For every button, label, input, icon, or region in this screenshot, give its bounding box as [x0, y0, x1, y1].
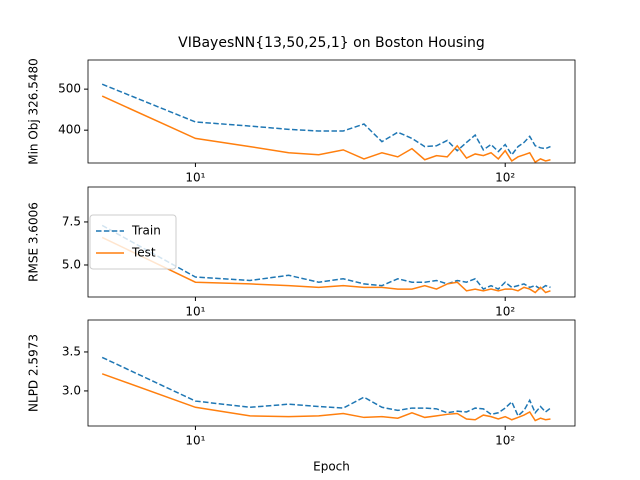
chart-title: VIBayesNN{13,50,25,1} on Boston Housing — [178, 35, 485, 51]
line-series — [101, 373, 551, 422]
y-tick-label: 3.0 — [62, 383, 81, 397]
x-tick-label: 10² — [495, 171, 515, 185]
legend-box — [89, 214, 177, 270]
y-axis-label: NLPD 2.5973 — [27, 334, 41, 412]
line-series — [101, 356, 551, 418]
y-axis-label: Min Obj 326.5480 — [27, 58, 41, 165]
x-tick-label: 10² — [495, 305, 515, 319]
y-tick-label: 500 — [58, 82, 81, 96]
x-tick-label: 10¹ — [185, 171, 205, 185]
legend-label: Train — [131, 224, 161, 238]
y-tick-label: 400 — [58, 123, 81, 137]
x-tick-label: 10¹ — [185, 305, 205, 319]
y-tick-label: 3.5 — [62, 344, 81, 358]
line-series — [101, 95, 551, 164]
y-tick-label: 5.0 — [62, 257, 81, 271]
plot-frame — [87, 186, 576, 298]
x-tick-label: 10² — [495, 434, 515, 448]
x-axis-label: Epoch — [313, 460, 350, 474]
y-axis-label: RMSE 3.6006 — [27, 202, 41, 282]
plot-frame — [87, 59, 576, 164]
legend-label: Test — [131, 246, 156, 260]
line-series — [101, 83, 551, 157]
y-tick-label: 7.5 — [62, 214, 81, 228]
line-series — [101, 236, 551, 294]
x-tick-label: 10¹ — [185, 434, 205, 448]
plot-frame — [87, 319, 576, 427]
